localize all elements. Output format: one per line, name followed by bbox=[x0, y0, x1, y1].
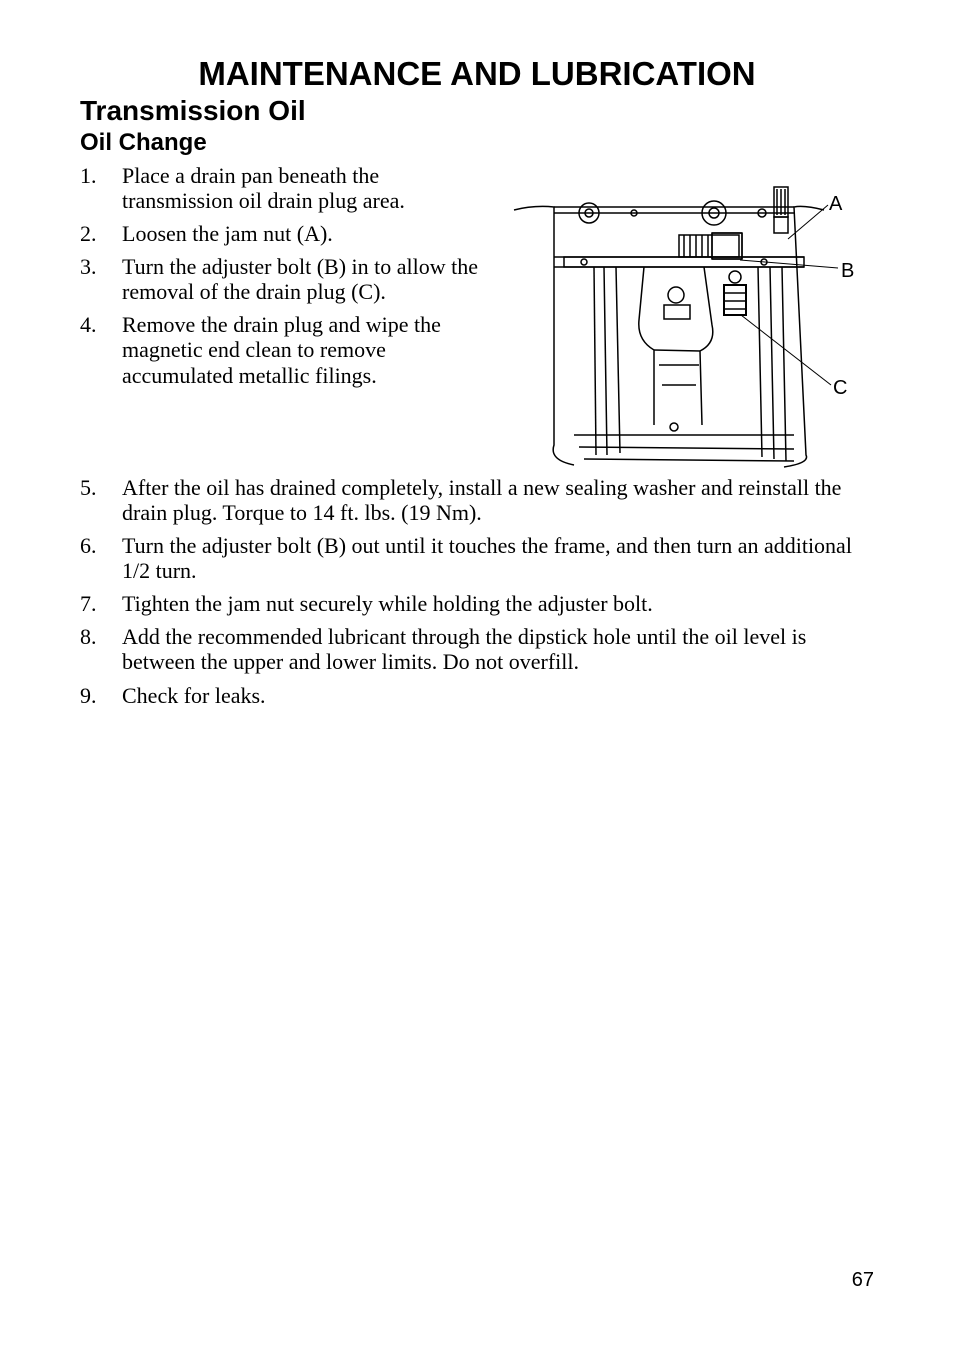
content-wrap-top: 1.Place a drain pan beneath the transmis… bbox=[80, 163, 874, 475]
step-item: 5.After the oil has drained completely, … bbox=[80, 475, 874, 525]
callout-label: A bbox=[829, 193, 842, 216]
sub-title: Transmission Oil bbox=[80, 95, 874, 127]
page-number: 67 bbox=[852, 1269, 874, 1292]
step-text: Place a drain pan beneath the transmissi… bbox=[122, 163, 484, 213]
main-title: MAINTENANCE AND LUBRICATION bbox=[80, 55, 874, 93]
step-number: 7. bbox=[80, 591, 122, 616]
sub-sub-title: Oil Change bbox=[80, 129, 874, 157]
step-number: 4. bbox=[80, 312, 122, 387]
step-number: 8. bbox=[80, 624, 122, 674]
step-text: Turn the adjuster bolt (B) out until it … bbox=[122, 533, 874, 583]
step-item: 4.Remove the drain plug and wipe the mag… bbox=[80, 312, 484, 387]
step-text: Remove the drain plug and wipe the magne… bbox=[122, 312, 484, 387]
step-text: Loosen the jam nut (A). bbox=[122, 221, 484, 246]
step-number: 9. bbox=[80, 683, 122, 708]
transmission-diagram: A B C bbox=[504, 175, 864, 475]
step-text: Add the recommended lubricant through th… bbox=[122, 624, 874, 674]
step-text: Turn the adjuster bolt (B) in to allow t… bbox=[122, 254, 484, 304]
step-number: 5. bbox=[80, 475, 122, 525]
step-text: After the oil has drained completely, in… bbox=[122, 475, 874, 525]
steps-column-top: 1.Place a drain pan beneath the transmis… bbox=[80, 163, 494, 396]
step-number: 2. bbox=[80, 221, 122, 246]
step-text: Tighten the jam nut securely while holdi… bbox=[122, 591, 874, 616]
step-item: 2.Loosen the jam nut (A). bbox=[80, 221, 484, 246]
step-number: 6. bbox=[80, 533, 122, 583]
step-number: 3. bbox=[80, 254, 122, 304]
step-item: 7.Tighten the jam nut securely while hol… bbox=[80, 591, 874, 616]
step-item: 9.Check for leaks. bbox=[80, 683, 874, 708]
callout-label: B bbox=[841, 260, 854, 283]
step-item: 1.Place a drain pan beneath the transmis… bbox=[80, 163, 484, 213]
steps-list-top: 1.Place a drain pan beneath the transmis… bbox=[80, 163, 484, 388]
step-number: 1. bbox=[80, 163, 122, 213]
figure-column: A B C bbox=[494, 163, 874, 475]
step-item: 3.Turn the adjuster bolt (B) in to allow… bbox=[80, 254, 484, 304]
step-item: 8.Add the recommended lubricant through … bbox=[80, 624, 874, 674]
steps-list-bottom: 5.After the oil has drained completely, … bbox=[80, 475, 874, 708]
step-text: Check for leaks. bbox=[122, 683, 874, 708]
step-item: 6.Turn the adjuster bolt (B) out until i… bbox=[80, 533, 874, 583]
callout-label: C bbox=[833, 377, 847, 400]
